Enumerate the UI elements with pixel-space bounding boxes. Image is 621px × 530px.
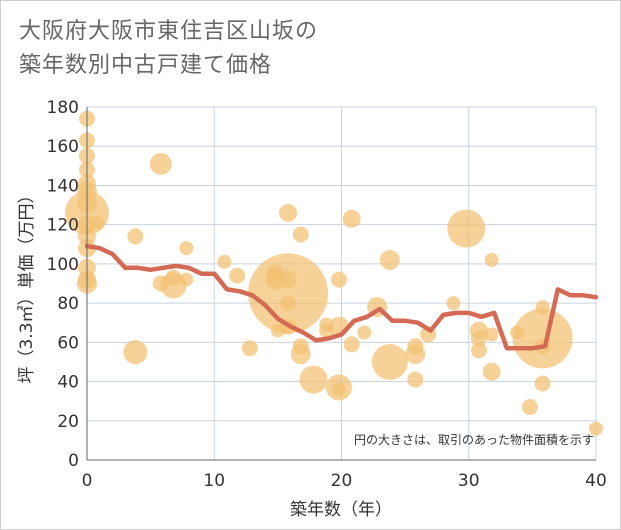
y-axis-label: 坪（3.3㎡）単価（万円） [17,186,37,383]
y-tick-label: 100 [47,255,79,275]
bubble [165,269,182,286]
y-tick-label: 60 [57,333,79,353]
bubble [241,340,258,357]
bubble [447,209,486,248]
y-tick-label: 140 [47,176,79,196]
y-tick-label: 80 [57,294,79,314]
bubble [179,272,194,287]
bubble [248,253,329,334]
size-note: 円の大きさは、取引のあった物件面積を示す [354,432,594,447]
bubble [371,343,408,380]
bubble [279,203,298,222]
y-tick-label: 180 [47,98,79,118]
bubble [535,300,550,315]
bubble [149,152,172,175]
bubble [90,215,105,230]
bubble [407,371,424,388]
bubble [290,344,311,365]
title-line-2: 築年数別中古戸建て価格 [19,53,273,78]
x-tick-label: 0 [82,471,93,491]
bubble [405,344,426,365]
bubble [123,340,148,365]
y-tick-label: 0 [68,451,79,471]
bubble [229,267,246,284]
y-tick-label: 40 [57,373,79,393]
bubble [484,327,499,342]
x-axis-label: 築年数（年） [290,500,392,520]
y-tick-label: 20 [57,412,79,432]
bubble [179,241,194,256]
chart-title: 大阪府大阪市東住吉区山坂の 築年数別中古戸建て価格 [19,15,318,83]
bubble [470,330,487,347]
bubble [446,296,461,311]
bubble [280,295,297,312]
title-line-1: 大阪府大阪市東住吉区山坂の [19,19,319,44]
bubble [330,271,347,288]
y-tick-label: 120 [47,216,79,236]
bubble [299,365,328,394]
bubble [127,228,144,245]
bubble [484,252,499,267]
bubble [379,249,400,270]
average-line-layer [84,243,599,351]
axes: 0 20 40 60 80 100 120 140 160 180 0 10 20 30 40 [47,98,607,491]
bubble [521,399,538,416]
x-tick-label: 30 [458,471,480,491]
y-tick-label: 160 [47,137,79,157]
bubble [482,362,501,381]
bubble [331,382,346,397]
bubble [343,336,360,353]
bubble [470,342,487,359]
average-price-line [84,243,599,351]
bubble [589,421,603,436]
bubble [292,226,309,243]
x-tick-label: 10 [203,471,225,491]
bubbles [65,110,603,436]
grid [87,106,597,460]
bubble [342,209,361,228]
bubble [534,375,551,392]
bubble [217,254,232,269]
x-tick-label: 20 [331,471,353,491]
x-tick-label: 40 [585,471,607,491]
bubble [357,325,372,340]
